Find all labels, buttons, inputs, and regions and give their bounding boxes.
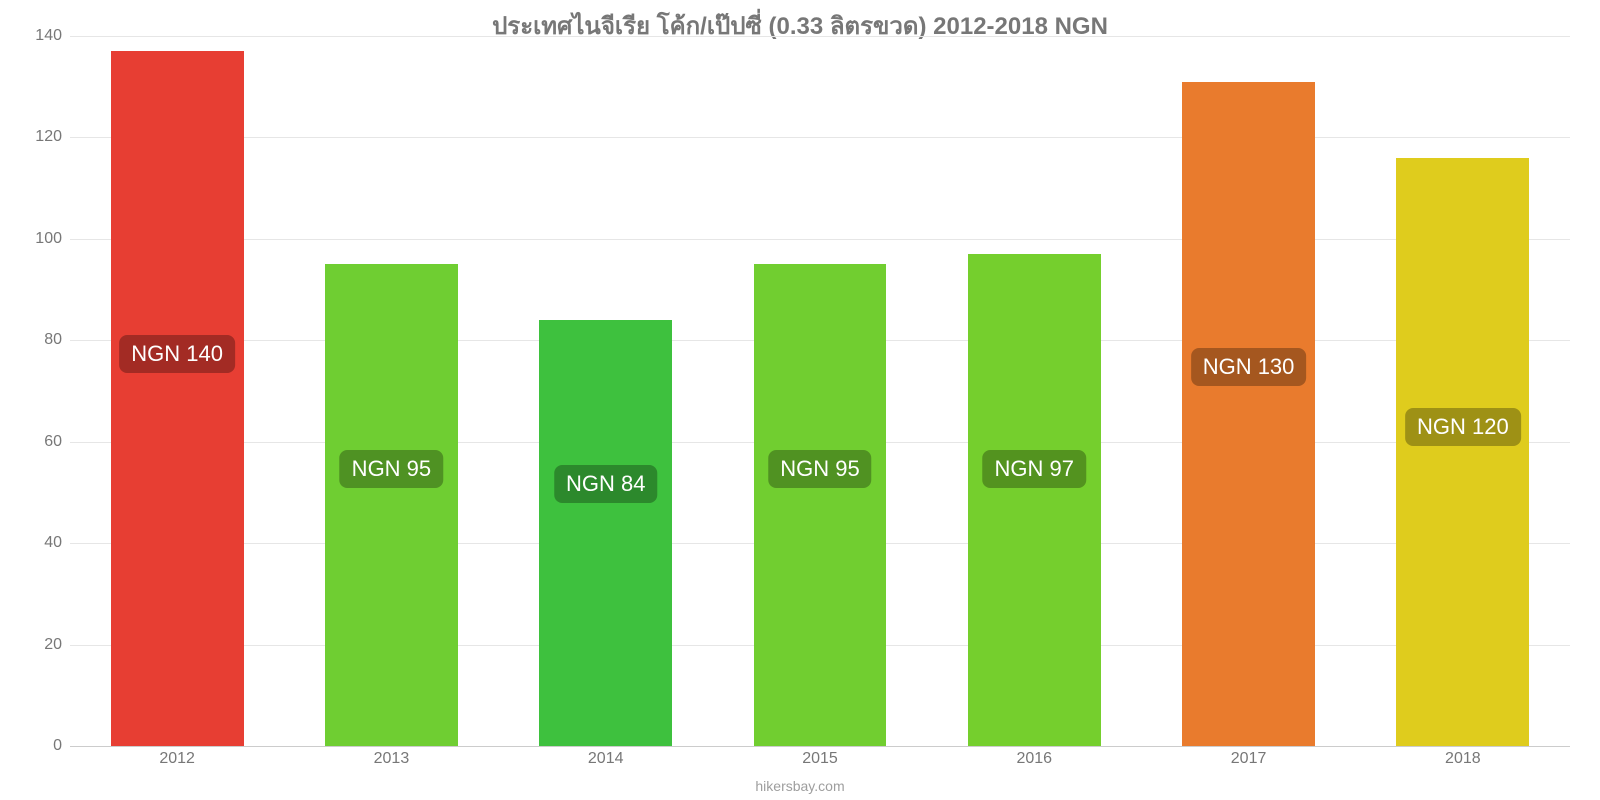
bar xyxy=(754,264,887,746)
bar-slot: NGN 130 xyxy=(1141,36,1355,746)
bar xyxy=(1182,82,1315,746)
value-badge: NGN 97 xyxy=(983,450,1086,488)
value-badge: NGN 95 xyxy=(768,450,871,488)
bar xyxy=(1396,158,1529,746)
bar-slot: NGN 97 xyxy=(927,36,1141,746)
x-tick-label: 2016 xyxy=(1016,750,1052,768)
value-badge: NGN 120 xyxy=(1405,408,1521,446)
y-tick-label: 0 xyxy=(53,737,62,755)
y-tick-label: 100 xyxy=(35,230,62,248)
y-tick-label: 80 xyxy=(44,331,62,349)
bar-slot: NGN 140 xyxy=(70,36,284,746)
y-tick-label: 140 xyxy=(35,27,62,45)
x-tick-label: 2017 xyxy=(1231,750,1267,768)
bar-slot: NGN 84 xyxy=(499,36,713,746)
value-badge: NGN 130 xyxy=(1191,348,1307,386)
x-tick-label: 2014 xyxy=(588,750,624,768)
bar xyxy=(111,51,244,746)
plot-area: NGN 140 NGN 95 NGN 84 NGN 95 NGN 97 NGN 130 NG… xyxy=(70,36,1570,746)
attribution-text: hikersbay.com xyxy=(0,778,1600,794)
value-badge: NGN 140 xyxy=(119,335,235,373)
y-tick-label: 40 xyxy=(44,534,62,552)
bar xyxy=(325,264,458,746)
chart-container: ประเทศไนจีเรีย โค้ก/เป๊ปซี่ (0.33 ลิตรขว… xyxy=(0,0,1600,800)
bars-group: NGN 140 NGN 95 NGN 84 NGN 95 NGN 97 NGN 130 NG… xyxy=(70,36,1570,746)
bar-slot: NGN 95 xyxy=(284,36,498,746)
y-tick-label: 60 xyxy=(44,433,62,451)
bar xyxy=(968,254,1101,746)
value-badge: NGN 95 xyxy=(340,450,443,488)
y-tick-label: 20 xyxy=(44,636,62,654)
x-axis-baseline xyxy=(70,746,1570,747)
y-tick-label: 120 xyxy=(35,128,62,146)
x-tick-label: 2015 xyxy=(802,750,838,768)
x-tick-label: 2013 xyxy=(374,750,410,768)
bar-slot: NGN 120 xyxy=(1356,36,1570,746)
bar-slot: NGN 95 xyxy=(713,36,927,746)
x-tick-label: 2018 xyxy=(1445,750,1481,768)
bar xyxy=(539,320,672,746)
x-tick-label: 2012 xyxy=(159,750,195,768)
value-badge: NGN 84 xyxy=(554,465,657,503)
